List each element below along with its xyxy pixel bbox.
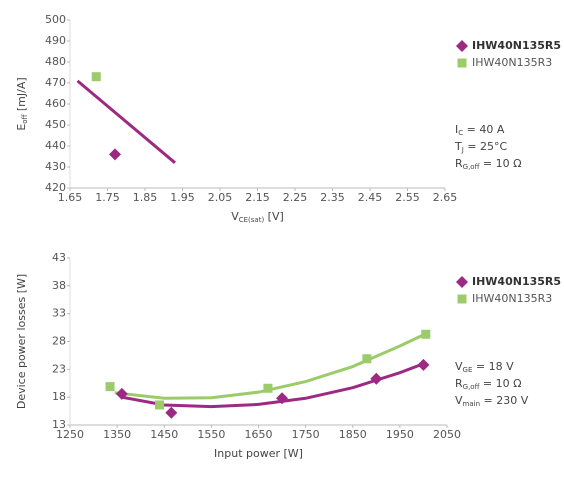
y-tick-label: 440 (45, 139, 66, 152)
marker (109, 148, 121, 161)
text-part: Device power losses [W] (15, 274, 28, 409)
text-part: Input power [W] (214, 447, 303, 460)
marker (370, 372, 383, 385)
x-tick-label: 2.65 (433, 191, 458, 204)
x-tick-label: 2.25 (283, 191, 308, 204)
text-part: E (15, 124, 28, 131)
legend-label: IHW40N135R3 (472, 56, 552, 69)
subscript: C (458, 129, 463, 137)
text-part: R (455, 157, 463, 170)
x-tick-label: 1850 (339, 428, 367, 441)
x-tick-label: 1.85 (133, 191, 158, 204)
x-tick-label: 1.65 (58, 191, 83, 204)
legend-marker (456, 40, 468, 52)
x-tick-label: 2.05 (208, 191, 233, 204)
subscript: main (463, 400, 481, 408)
y-tick-label: 500 (45, 13, 66, 26)
subscript: CE(sat) (239, 216, 265, 224)
y-tick-label: 28 (52, 335, 66, 348)
text-part: [mJ/A] (15, 77, 28, 114)
x-tick-label: 1250 (56, 428, 84, 441)
legend-label: IHW40N135R5 (472, 39, 561, 52)
y-tick-label: 480 (45, 55, 66, 68)
marker (105, 382, 115, 392)
trend-line (114, 332, 427, 400)
x-tick-label: 1350 (103, 428, 131, 441)
y-tick-label: 13 (52, 418, 66, 431)
subscript: G,off (463, 163, 480, 171)
y-tick-label: 23 (52, 362, 66, 375)
marker (421, 329, 431, 339)
y-tick-label: 420 (45, 181, 66, 194)
x-tick-label: 2.15 (245, 191, 270, 204)
x-tick-label: 1750 (292, 428, 320, 441)
marker (155, 400, 165, 410)
legend-marker (457, 58, 467, 68)
x-tick-label: 1650 (245, 428, 273, 441)
text-part: V (231, 210, 239, 223)
text-part: = 230 V (480, 394, 529, 407)
x-tick-label: 2.45 (358, 191, 383, 204)
subscript: G,off (463, 383, 480, 391)
y-tick-label: 33 (52, 307, 66, 320)
marker (263, 383, 273, 393)
x-tick-label: 1450 (150, 428, 178, 441)
marker (115, 387, 128, 400)
marker (276, 392, 289, 405)
annotation: TJ = 25°C (454, 140, 508, 154)
x-axis-label: VCE(sat) [V] (231, 210, 284, 224)
legend-label: IHW40N135R5 (472, 275, 561, 288)
text-part: I (455, 123, 458, 136)
text-part: = 18 V (472, 360, 514, 373)
legend-marker (456, 276, 468, 288)
text-part: = 25°C (464, 140, 508, 153)
trend-line (76, 79, 176, 164)
marker (165, 406, 178, 419)
marker (362, 354, 372, 364)
annotation: VGE = 18 V (455, 360, 514, 374)
y-axis-label: Device power losses [W] (15, 274, 28, 409)
text-part: = 10 Ω (479, 377, 521, 390)
y-tick-label: 470 (45, 76, 66, 89)
annotation: RG,off = 10 Ω (455, 377, 522, 391)
text-part: V (455, 394, 463, 407)
annotation: RG,off = 10 Ω (455, 157, 522, 171)
y-tick-label: 18 (52, 390, 66, 403)
subscript: off (21, 114, 29, 123)
subscript: GE (463, 366, 473, 374)
marker (417, 358, 430, 371)
text-part: = 10 Ω (479, 157, 521, 170)
y-tick-label: 450 (45, 118, 66, 131)
x-tick-label: 2050 (433, 428, 461, 441)
text-part: T (454, 140, 462, 153)
x-tick-label: 1950 (386, 428, 414, 441)
x-tick-label: 1.75 (95, 191, 120, 204)
text-part: V (455, 360, 463, 373)
x-tick-label: 1550 (197, 428, 225, 441)
y-tick-label: 460 (45, 97, 66, 110)
legend-marker (457, 294, 467, 304)
y-tick-label: 38 (52, 279, 66, 292)
x-tick-label: 2.55 (395, 191, 420, 204)
subscript: J (461, 146, 464, 154)
y-tick-label: 490 (45, 34, 66, 47)
trend-line (121, 362, 424, 409)
text-part: [V] (264, 210, 284, 223)
y-axis-label: Eoff [mJ/A] (15, 77, 29, 130)
text-part: R (455, 377, 463, 390)
y-tick-label: 430 (45, 160, 66, 173)
x-tick-label: 2.35 (320, 191, 345, 204)
legend-label: IHW40N135R3 (472, 292, 552, 305)
x-tick-label: 1.95 (170, 191, 195, 204)
marker (91, 72, 101, 82)
annotation: IC = 40 A (455, 123, 505, 137)
y-tick-label: 43 (52, 251, 66, 264)
text-part: = 40 A (463, 123, 505, 136)
annotation: Vmain = 230 V (455, 394, 529, 408)
x-axis-label: Input power [W] (214, 447, 303, 460)
